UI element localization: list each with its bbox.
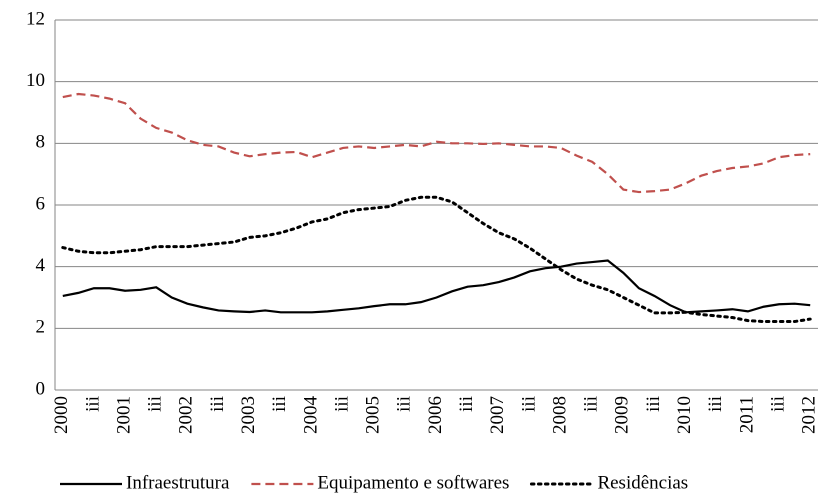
x-tick-label: 2000 <box>51 396 72 434</box>
x-tick-label: iii <box>394 396 415 412</box>
x-tick-label: 2003 <box>238 396 259 434</box>
y-tick-label: 10 <box>26 70 45 91</box>
x-tick-label: iii <box>518 396 539 412</box>
x-tick-label: iii <box>581 396 602 412</box>
x-tick-label: 2008 <box>549 396 570 434</box>
y-tick-label: 6 <box>36 193 46 214</box>
x-tick-label: iii <box>145 396 166 412</box>
x-tick-label: iii <box>207 396 228 412</box>
y-tick-label: 8 <box>36 132 46 153</box>
x-tick-label: 2007 <box>487 396 508 434</box>
x-tick-label: 2005 <box>363 396 384 434</box>
x-tick-label: iii <box>331 396 352 412</box>
x-tick-label: iii <box>643 396 664 412</box>
x-tick-label: 2006 <box>425 396 446 434</box>
series-line <box>62 92 811 194</box>
x-tick-label: iii <box>456 396 477 412</box>
y-tick-label: 0 <box>36 378 46 399</box>
series-line <box>62 259 811 314</box>
legend-label: Residências <box>597 472 688 493</box>
x-tick-label: 2011 <box>736 396 757 433</box>
x-tick-label: 2002 <box>176 396 197 434</box>
x-tick-label: iii <box>269 396 290 412</box>
x-tick-label: 2012 <box>799 396 820 434</box>
x-tick-label: iii <box>767 396 788 412</box>
x-tick-label: 2010 <box>674 396 695 434</box>
series-line <box>61 195 812 324</box>
x-tick-label: 2004 <box>300 396 321 435</box>
legend-label: Infraestrutura <box>126 472 230 493</box>
y-tick-label: 12 <box>26 8 45 29</box>
x-tick-label: 2009 <box>612 396 633 434</box>
x-tick-label: 2001 <box>113 396 134 434</box>
legend-label: Equipamento e softwares <box>317 472 509 493</box>
y-tick-label: 4 <box>36 255 46 276</box>
x-tick-label: iii <box>705 396 726 412</box>
y-tick-label: 2 <box>36 317 46 338</box>
x-tick-label: iii <box>82 396 103 412</box>
